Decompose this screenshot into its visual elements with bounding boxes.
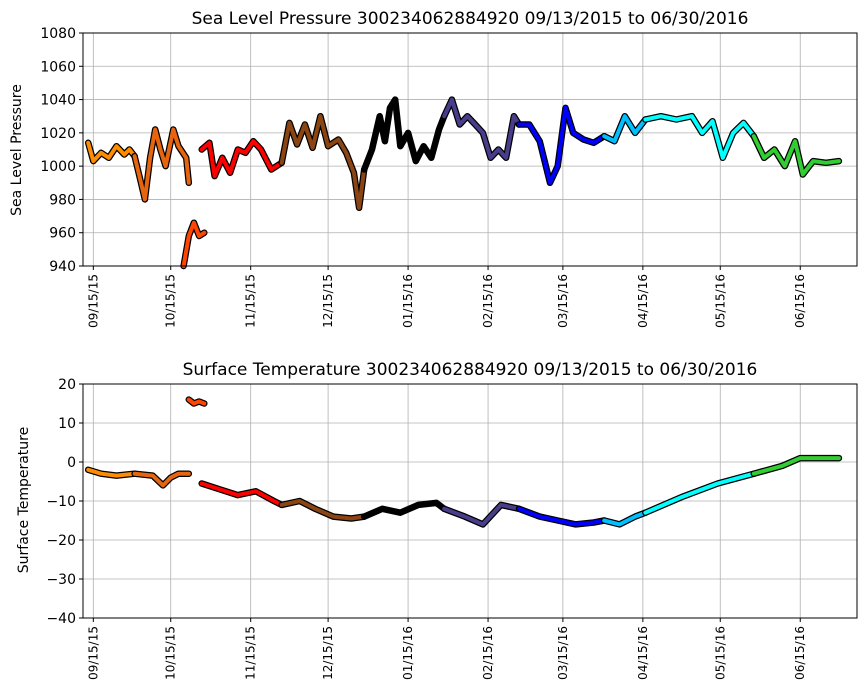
x-tick-label: 06/15/16 [793, 274, 807, 328]
series-line-6 [442, 97, 521, 160]
x-tick-label: 09/15/15 [86, 274, 100, 328]
series-line-8 [602, 510, 648, 527]
series-line-6 [442, 502, 521, 527]
y-tick-label: −20 [46, 533, 76, 549]
x-tick-label: 12/15/15 [321, 626, 335, 680]
y-tick-label: 1020 [40, 126, 76, 142]
y-tick-label: 10 [58, 416, 76, 432]
series-group [84, 396, 843, 528]
chart-title: Surface Temperature 300234062884920 09/1… [183, 360, 758, 380]
x-tick-label: 10/15/15 [164, 274, 178, 328]
x-tick-label: 01/15/16 [401, 274, 415, 328]
x-tick-label: 03/15/16 [556, 274, 570, 328]
y-tick-label: 960 [49, 226, 76, 242]
series-line-7 [517, 105, 607, 185]
y-tick-label: 980 [49, 192, 76, 208]
series-line-1 [132, 471, 191, 488]
series-line-1 [132, 127, 191, 202]
grid [83, 383, 857, 619]
series-line-0 [86, 467, 137, 478]
y-ticks: −40 −30 −20 −10 0 10 20 [46, 377, 83, 627]
x-tick-label: 02/15/16 [481, 626, 495, 680]
x-tick-label: 01/15/16 [401, 626, 415, 680]
series-line-2 [186, 397, 207, 406]
series-line-0 [86, 140, 137, 164]
sea-level-pressure-chart: Sea Level Pressure 300234062884920 09/13… [9, 9, 858, 328]
x-tick-label: 02/15/16 [481, 274, 495, 328]
series-line-5 [362, 500, 447, 519]
surface-temperature-chart: Surface Temperature 300234062884920 09/1… [16, 360, 858, 680]
series-line-5 [362, 97, 447, 172]
series-line-4 [279, 114, 367, 210]
y-tick-label: −30 [46, 572, 76, 588]
series-line-7 [517, 506, 607, 527]
x-tick-label: 04/15/16 [636, 626, 650, 680]
x-tick-label: 12/15/15 [321, 274, 335, 328]
chart-title: Sea Level Pressure 300234062884920 09/13… [192, 9, 749, 29]
x-tick-label: 09/15/15 [86, 626, 100, 680]
x-tick-label: 11/15/15 [244, 626, 258, 680]
y-ticks: 940 960 980 1000 1020 1040 1060 1080 [40, 26, 83, 275]
y-tick-label: 0 [67, 455, 76, 471]
series-line-2 [181, 220, 207, 268]
series-outline-9 [642, 112, 758, 162]
x-tick-label: 05/15/16 [713, 626, 727, 680]
series-line-4 [279, 499, 367, 521]
series-line-9 [643, 114, 756, 160]
y-tick-label: −10 [46, 494, 76, 510]
series-line-10 [751, 134, 841, 177]
y-tick-label: 1000 [40, 159, 76, 175]
series-line-3 [199, 481, 284, 507]
series-line-8 [602, 114, 648, 144]
plot-frame [82, 32, 858, 267]
y-axis-label: Surface Temperature [16, 427, 32, 573]
y-tick-label: 20 [58, 377, 76, 393]
x-tick-label: 11/15/15 [244, 274, 258, 328]
x-tick-label: 10/15/15 [164, 626, 178, 680]
y-tick-label: 1040 [40, 93, 76, 109]
y-tick-label: −40 [46, 611, 76, 627]
y-tick-label: 1060 [40, 59, 76, 75]
x-ticks: 09/15/15 10/15/15 11/15/15 12/15/15 01/15/16… [86, 266, 807, 328]
x-tick-label: 05/15/16 [713, 274, 727, 328]
y-tick-label: 940 [49, 259, 76, 275]
x-ticks: 09/15/15 10/15/15 11/15/15 12/15/15 01/15/16… [86, 618, 807, 680]
series-line-3 [199, 139, 284, 179]
x-tick-label: 03/15/16 [556, 626, 570, 680]
y-axis-label: Sea Level Pressure [9, 84, 25, 216]
series-group [84, 96, 843, 270]
y-tick-label: 1080 [40, 26, 76, 42]
x-tick-label: 06/15/16 [793, 626, 807, 680]
x-tick-label: 04/15/16 [636, 274, 650, 328]
series-line-10 [751, 456, 841, 476]
series-line-9 [643, 471, 756, 515]
